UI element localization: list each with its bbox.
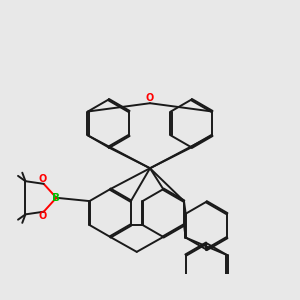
Text: O: O xyxy=(38,174,46,184)
Text: O: O xyxy=(146,93,154,103)
Text: B: B xyxy=(52,193,60,203)
Text: O: O xyxy=(38,212,46,221)
